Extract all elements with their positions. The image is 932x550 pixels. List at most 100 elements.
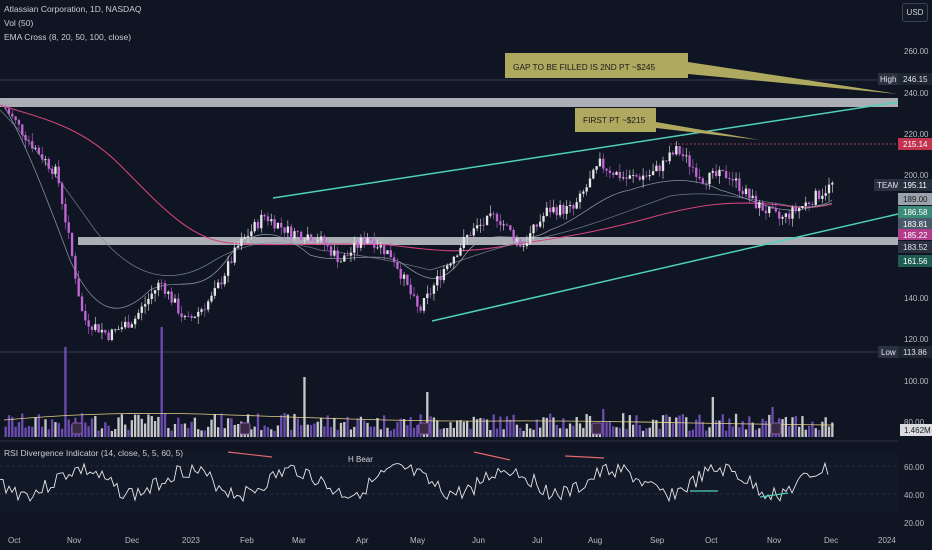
gap-callout-shape xyxy=(505,53,898,94)
volume-bar xyxy=(21,413,24,437)
volume-bar xyxy=(492,414,495,437)
ema-fast-line xyxy=(0,99,833,309)
earnings-marker[interactable] xyxy=(418,422,430,435)
tag-channel-label: 161.56 xyxy=(903,257,928,266)
volume-bar xyxy=(293,413,296,437)
channel-lower-line[interactable] xyxy=(431,213,899,322)
volume-bar xyxy=(336,429,339,437)
volume-bar xyxy=(449,422,452,437)
volume-legend[interactable]: Vol (50) xyxy=(4,18,34,28)
volume-bar xyxy=(24,427,27,437)
volume-bar xyxy=(668,416,671,437)
ema-legend[interactable]: EMA Cross (8, 20, 50, 100, close) xyxy=(4,32,132,42)
price-axis[interactable]: 260.00 240.00 220.00 200.00 140.00 120.0… xyxy=(904,47,929,427)
tag-ema2-box xyxy=(898,206,932,218)
candle-body xyxy=(309,234,313,241)
candle-body xyxy=(243,237,246,239)
price-tick: 200.00 xyxy=(904,171,929,180)
volume-bar xyxy=(688,430,691,437)
candle-body xyxy=(130,324,133,328)
volume-bar xyxy=(319,417,323,437)
candle-body xyxy=(622,177,625,179)
volume-bar xyxy=(788,426,791,437)
volume-bars[interactable] xyxy=(3,327,835,437)
rsi-bear-div-3 xyxy=(564,455,605,459)
volume-bar xyxy=(140,418,143,437)
candle-body xyxy=(27,140,31,142)
volume-bar xyxy=(117,417,120,437)
candle-body xyxy=(598,158,602,167)
volume-bar xyxy=(575,416,578,437)
candle-body xyxy=(655,165,658,172)
candle-body xyxy=(426,293,429,298)
volume-bar xyxy=(114,429,117,437)
volume-bar xyxy=(193,417,197,437)
volume-bar xyxy=(565,428,568,437)
volume-bar xyxy=(635,415,638,437)
volume-bar xyxy=(366,422,369,437)
volume-bar xyxy=(495,428,499,437)
volume-bar xyxy=(426,392,429,437)
volume-bar xyxy=(7,415,11,437)
gap-resistance-zone[interactable] xyxy=(0,98,898,107)
candle-body xyxy=(469,235,472,236)
earnings-marker[interactable] xyxy=(71,422,83,435)
candle-body xyxy=(270,219,273,222)
channel-upper-line[interactable] xyxy=(272,101,899,199)
candle-body xyxy=(555,207,558,216)
currency-button[interactable]: USD xyxy=(902,3,928,22)
volume-bar xyxy=(462,421,465,437)
high-tag-label: High xyxy=(880,75,896,84)
first-target-box xyxy=(898,138,932,150)
candle-body xyxy=(456,255,459,257)
tag-channel-box xyxy=(898,255,932,267)
time-axis[interactable]: Oct Nov Dec 2023 Feb Mar Apr May Jun Jul… xyxy=(8,536,896,545)
candle-body xyxy=(578,193,582,203)
candle-body xyxy=(120,327,124,330)
volume-bar xyxy=(452,427,456,437)
earnings-marker[interactable] xyxy=(591,422,603,435)
gap-callout[interactable]: GAP TO BE FILLED IS 2ND PT ~$245 xyxy=(505,53,898,94)
volume-bar xyxy=(363,420,366,437)
candle-body xyxy=(37,147,41,155)
volume-bar xyxy=(333,417,336,437)
candle-body xyxy=(781,216,784,219)
volume-bar xyxy=(290,429,293,437)
support-zone[interactable] xyxy=(78,237,898,245)
earnings-events xyxy=(71,422,782,435)
candle-body xyxy=(804,202,807,207)
earnings-marker[interactable] xyxy=(770,422,782,435)
first-pt-callout[interactable]: FIRST PT ~$215 xyxy=(575,108,760,140)
volume-bar xyxy=(160,327,163,437)
volume-bar xyxy=(582,427,585,437)
rsi-legend[interactable]: RSI Divergence Indicator (14, close, 5, … xyxy=(4,448,184,458)
volume-bar xyxy=(562,418,565,437)
volume-bar xyxy=(661,415,665,437)
volume-bar xyxy=(316,421,319,437)
candle-body xyxy=(728,178,731,179)
candle-body xyxy=(299,232,303,240)
candle-body xyxy=(505,224,509,226)
earnings-marker[interactable] xyxy=(239,422,251,435)
volume-bar xyxy=(705,430,708,437)
volume-bar xyxy=(27,425,31,437)
last-price-box xyxy=(898,179,932,191)
volume-bar xyxy=(256,413,260,437)
rsi-bear-div-2 xyxy=(473,451,511,461)
volume-bar xyxy=(628,415,631,437)
symbol-legend[interactable]: Atlassian Corporation, 1D, NASDAQ xyxy=(4,4,142,14)
tag-ema4-label: 185.22 xyxy=(903,231,928,240)
candle-body xyxy=(363,237,366,244)
candle-body xyxy=(449,263,452,266)
price-candles[interactable] xyxy=(4,103,834,342)
candle-body xyxy=(97,324,100,333)
volume-bar xyxy=(585,414,588,437)
rsi-tick: 20.00 xyxy=(904,519,925,528)
volume-bar xyxy=(721,414,724,437)
volume-bar xyxy=(784,417,788,437)
candle-body xyxy=(197,311,200,317)
rsi-pane[interactable]: H Bear 60.00 40.00 20.00 xyxy=(0,451,925,528)
volume-bar xyxy=(539,427,542,437)
